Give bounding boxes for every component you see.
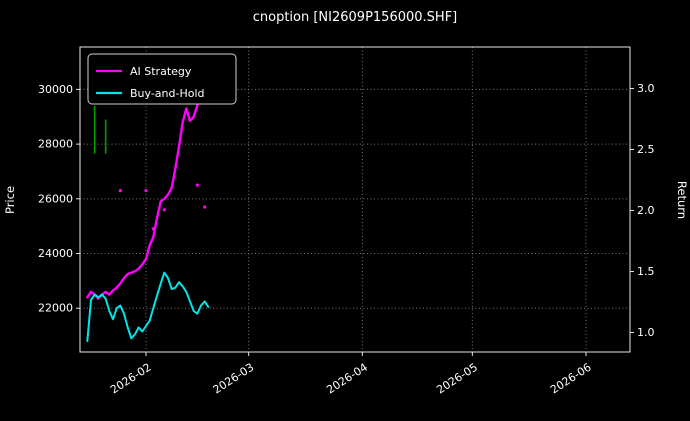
ai-strategy-line [86,55,210,300]
signal-dot [118,189,122,193]
signal-dot [144,189,148,193]
y-right-tick-label: 1.0 [637,326,655,339]
signal-dot [162,208,166,212]
x-tick-label: 2026-04 [324,361,370,397]
legend: AI Strategy Buy-and-Hold [87,53,237,105]
x-tick-label: 2026-05 [434,361,480,397]
y-right-tick-label: 3.0 [637,82,655,95]
signal-dot [195,183,199,187]
signal-dot [203,205,207,209]
plot-border [79,46,631,353]
legend-label-buy-and-hold: Buy-and-Hold [130,87,205,100]
y-left-tick-label: 28000 [38,138,73,151]
x-tick-label: 2026-06 [548,361,594,397]
y-right-tick-label: 1.5 [637,265,655,278]
y-left-tick-label: 24000 [38,247,73,260]
chart-title: cnoption [NI2609P156000.SHF] [253,10,458,25]
x-tick-label: 2026-03 [211,361,257,397]
y-axis-label-right: Return [675,181,689,219]
legend-box [87,53,237,105]
y-left-tick-label: 26000 [38,192,73,205]
legend-label-ai-strategy: AI Strategy [130,65,192,78]
y-left-tick-label: 22000 [38,302,73,315]
y-axis-label-left: Price [3,186,17,214]
y-left-tick-label: 30000 [38,83,73,96]
buy-and-hold-line [86,271,210,343]
y-right-tick-label: 2.0 [637,204,655,217]
x-tick-label: 2026-02 [108,361,154,397]
y-right-tick-label: 2.5 [637,143,655,156]
